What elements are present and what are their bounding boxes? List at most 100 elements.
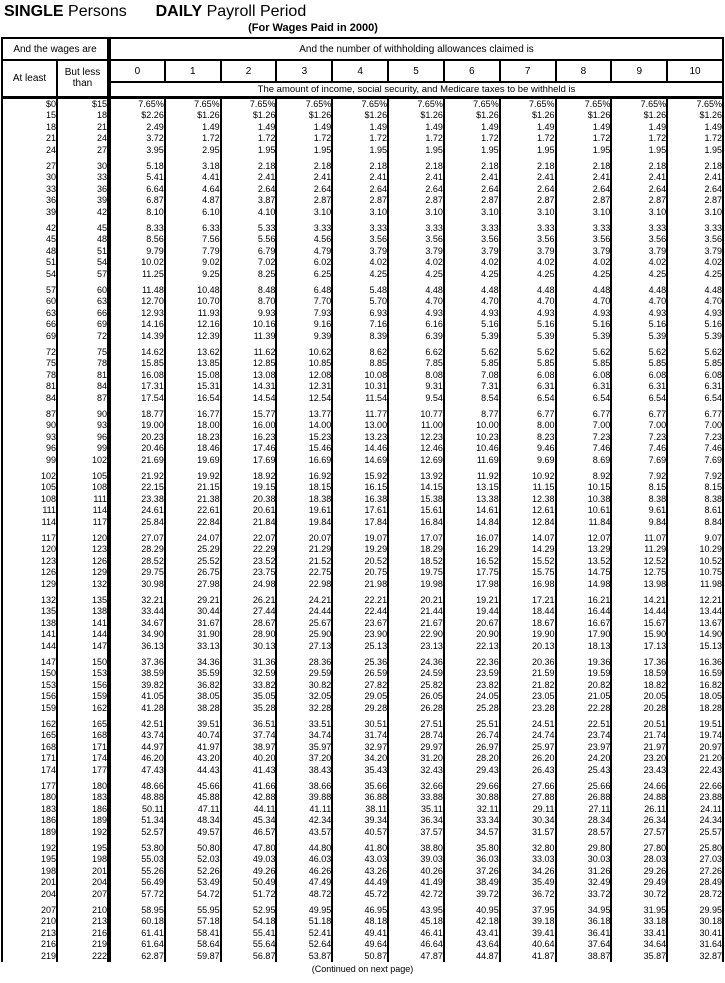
tax-amount-cell: 13.77: [275, 408, 333, 420]
tax-amount-cell: 8.84: [666, 516, 723, 528]
tax-amount-cell: 31.64: [666, 939, 723, 951]
tax-amount-cell: 4.25: [387, 268, 444, 280]
tax-amount-cell: 18.59: [610, 668, 668, 680]
tax-amount-cell: 26.59: [331, 668, 389, 680]
but-less-cell: 213: [55, 916, 110, 928]
at-least-cell: 165: [40, 730, 56, 740]
tax-amount-cell: 47.49: [275, 877, 333, 889]
tax-amount-cell: 30.13: [219, 640, 277, 652]
tax-amount-cell: 2.64: [387, 183, 444, 195]
spacer-cell: [442, 218, 500, 223]
tax-amount-cell: 21.20: [666, 753, 723, 765]
at-least-cell: 162: [40, 718, 56, 729]
tax-amount-cell: 1.95: [610, 144, 668, 156]
table-row: 111 114 24.61 22.61 20.61 19.61 17.61 15.61 14.6…: [2, 505, 723, 517]
tax-amount-cell: 26.97: [442, 741, 500, 753]
but-less-cell: 222: [55, 950, 110, 962]
tax-amount-cell: 16.82: [666, 679, 723, 691]
tax-amount-cell: 38.43: [275, 764, 333, 776]
spacer-cell: [331, 156, 389, 161]
spacer-cell: [387, 776, 444, 781]
spacer-cell: [107, 528, 165, 533]
tax-amount-cell: 3.33: [331, 222, 389, 234]
spacer-cell: [387, 218, 444, 223]
tax-amount-cell: 3.10: [498, 206, 556, 218]
tax-amount-cell: 1.95: [387, 144, 444, 156]
tax-amount-cell: 16.54: [163, 392, 221, 404]
tax-amount-cell: 16.52: [442, 555, 500, 567]
tax-amount-cell: 24.88: [610, 792, 668, 804]
spacer-cell: [107, 280, 165, 285]
tax-amount-cell: 14.61: [442, 505, 500, 517]
tax-amount-cell: 1.49: [387, 121, 444, 133]
tax-amount-cell: 1.95: [442, 144, 500, 156]
tax-amount-cell: 3.56: [442, 234, 500, 246]
group-spacer-row: [2, 280, 723, 285]
tax-amount-cell: 27.03: [666, 854, 723, 866]
tax-amount-cell: 14.29: [498, 544, 556, 556]
but-less-cell: 147: [55, 640, 110, 652]
spacer-cell: [498, 218, 556, 223]
tax-amount-cell: 19.36: [554, 656, 612, 668]
tax-amount-cell: 20.82: [554, 679, 612, 691]
at-least-cell: 27: [45, 160, 56, 171]
tax-amount-cell: 26.20: [498, 753, 556, 765]
spacer-cell: [55, 280, 110, 285]
but-less-cell: 105: [55, 470, 110, 482]
tax-amount-cell: 4.02: [498, 257, 556, 269]
tax-amount-cell: 15.90: [610, 629, 668, 641]
tax-amount-cell: 15.61: [387, 505, 444, 517]
at-least-cell: 204: [40, 888, 56, 899]
table-row: 87 90 18.77 16.77 15.77 13.77 11.77 10.77 8.77 6.…: [2, 408, 723, 420]
tax-amount-cell: $1.26: [666, 110, 723, 122]
tax-amount-cell: 41.66: [219, 780, 277, 792]
tax-amount-cell: $1.26: [163, 110, 221, 122]
spacer-cell: [55, 404, 110, 409]
allowance-col-5: 5: [387, 60, 444, 83]
but-less-cell: 138: [55, 606, 110, 618]
group-spacer-row: [2, 404, 723, 409]
but-less-cell: 42: [55, 206, 110, 218]
tax-amount-cell: 17.61: [331, 505, 389, 517]
tax-amount-cell: 18.67: [498, 617, 556, 629]
allowance-col-7: 7: [498, 60, 556, 83]
but-less-cell: 201: [55, 865, 110, 877]
tax-amount-cell: 17.36: [610, 656, 668, 668]
tax-amount-cell: 15.67: [610, 617, 668, 629]
tax-amount-cell: 12.93: [107, 307, 165, 319]
group-spacer-row: [2, 466, 723, 471]
at-least-cell: 30: [45, 172, 56, 182]
spacer-cell: [219, 466, 277, 471]
spacer-cell: [107, 218, 165, 223]
tax-amount-cell: 15.38: [387, 493, 444, 505]
at-least-cell: 99: [45, 454, 56, 465]
at-least-cell: 114: [41, 516, 56, 527]
table-row: 66 69 14.16 12.16 10.16 9.16 7.16 6.16 5.16 5.16 5…: [2, 319, 723, 331]
tax-amount-cell: 41.87: [498, 950, 556, 962]
tax-amount-cell: 4.93: [666, 307, 723, 319]
tax-amount-cell: 10.75: [666, 567, 723, 579]
tax-amount-cell: 1.72: [498, 133, 556, 145]
tax-amount-cell: 14.00: [275, 420, 333, 432]
but-less-cell: 156: [55, 679, 110, 691]
tax-amount-cell: 8.00: [498, 420, 556, 432]
tax-amount-cell: 14.31: [219, 381, 277, 393]
tax-amount-cell: 53.80: [107, 842, 165, 854]
tax-amount-cell: 7.23: [610, 431, 668, 443]
tax-amount-cell: 5.18: [107, 160, 165, 172]
tax-amount-cell: 14.44: [610, 606, 668, 618]
at-least-cell: 75: [45, 358, 56, 368]
tax-amount-cell: 12.75: [610, 567, 668, 579]
but-less-cell: 54: [55, 257, 110, 269]
tax-amount-cell: 39.41: [498, 927, 556, 939]
tax-amount-cell: 7.02: [219, 257, 277, 269]
but-less-cell: 117: [55, 516, 110, 528]
spacer-cell: [666, 900, 723, 905]
subtitle-wages-paid: (For Wages Paid in 2000): [248, 22, 378, 34]
table-row: 156 159 41.05 38.05 35.05 32.05 29.05 26.05 24.0…: [2, 691, 723, 703]
tax-amount-cell: 6.77: [610, 408, 668, 420]
tax-amount-cell: 52.64: [275, 939, 333, 951]
table-row: 39 42 8.10 6.10 4.10 3.10 3.10 3.10 3.10 3.10 3.10…: [2, 206, 723, 218]
spacer-cell: [554, 714, 612, 719]
tax-amount-cell: 49.41: [331, 927, 389, 939]
